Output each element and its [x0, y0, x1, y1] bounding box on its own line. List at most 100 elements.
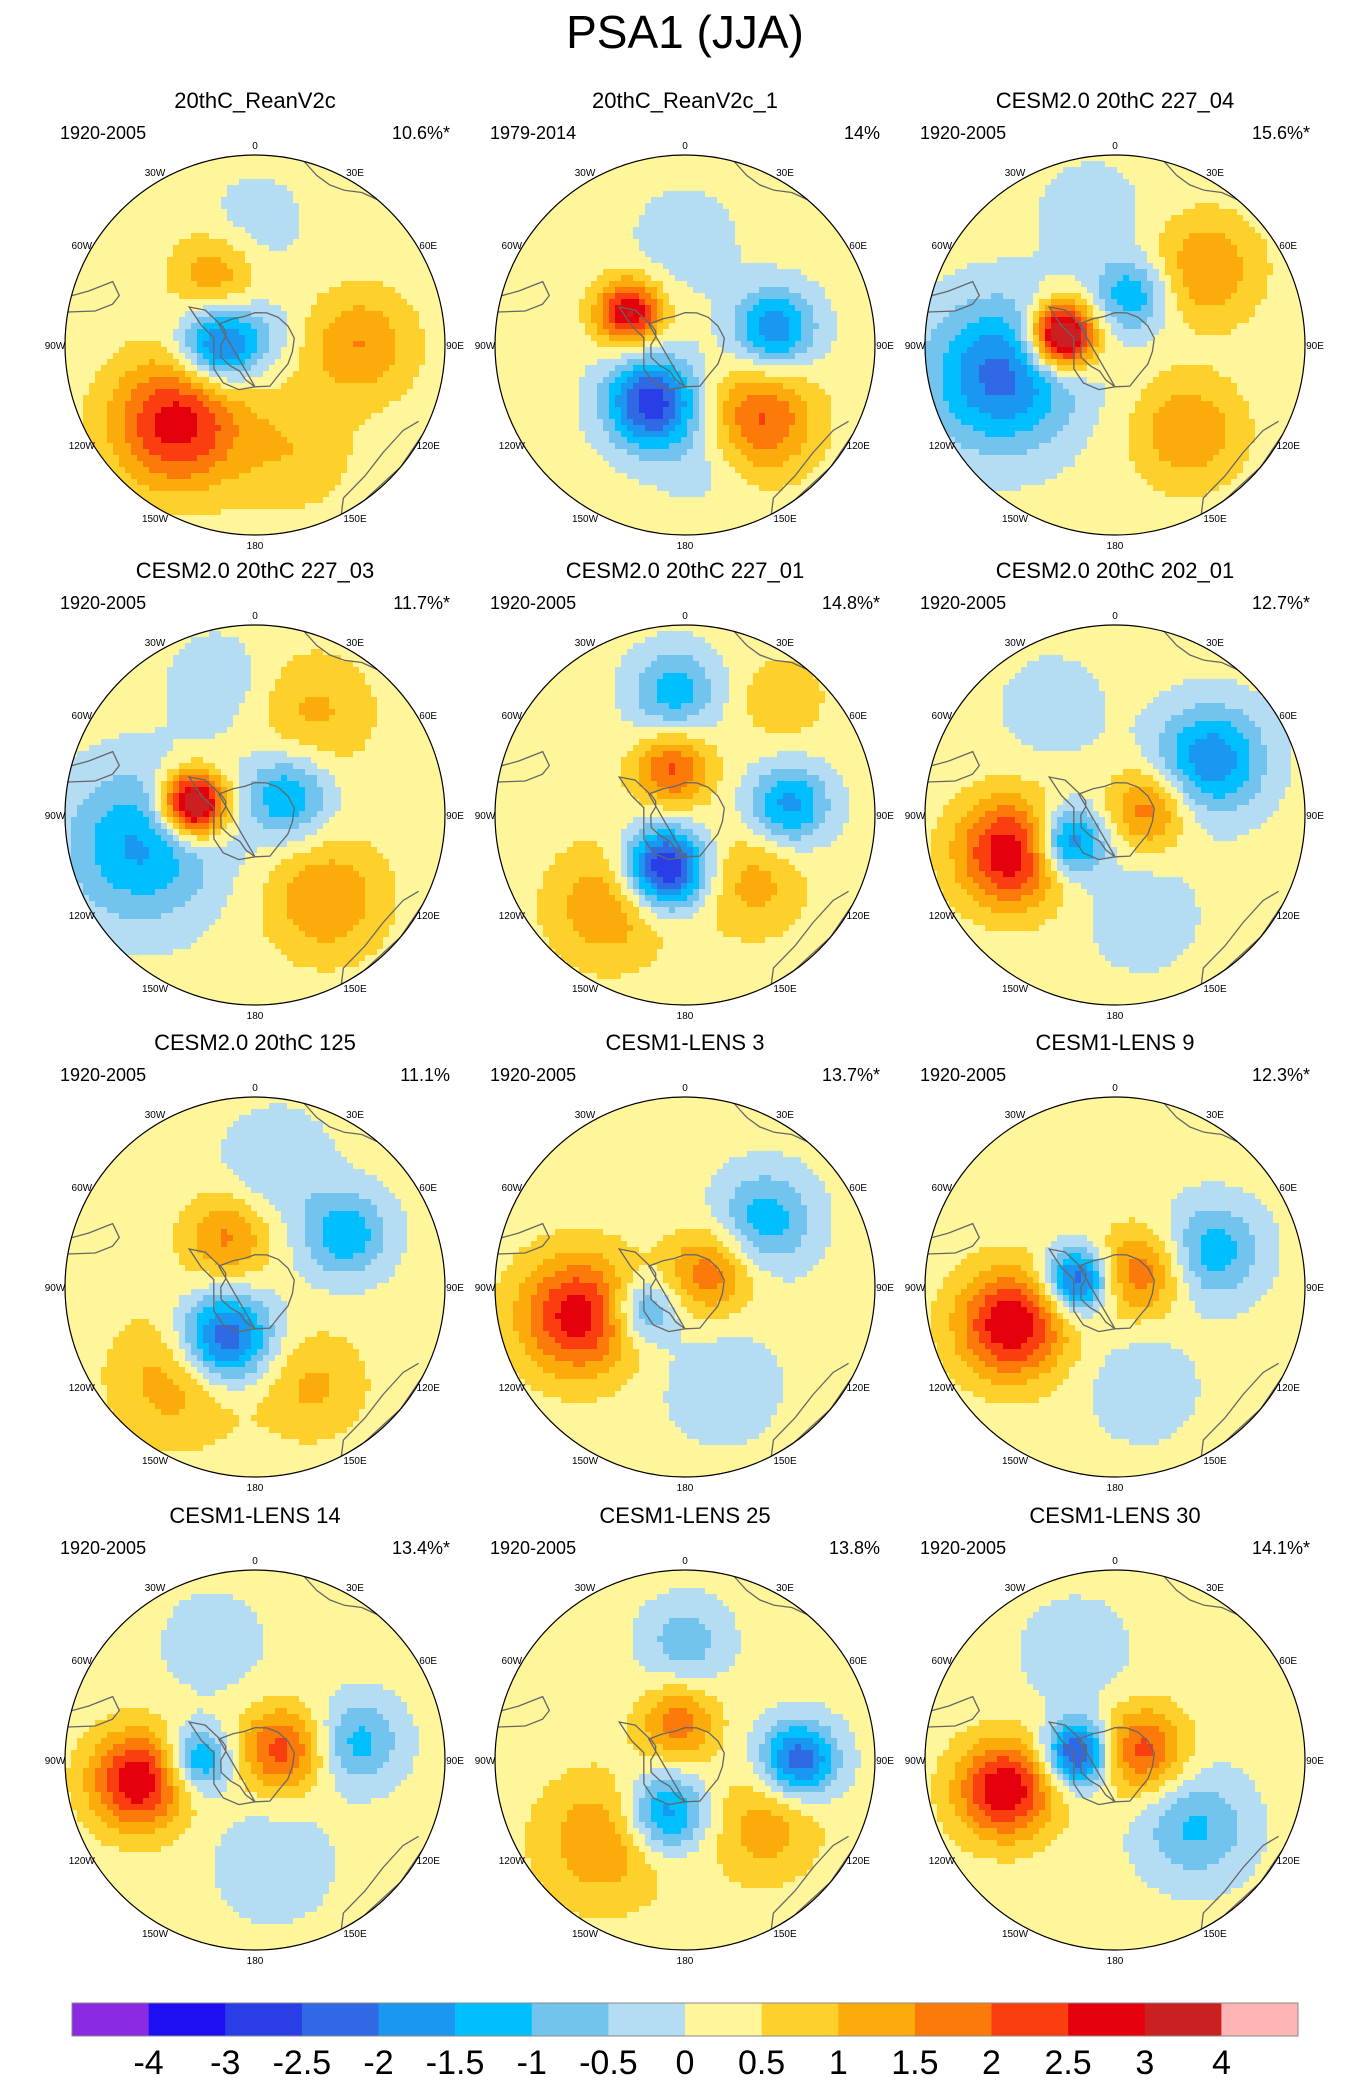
- field-cell: [383, 449, 390, 456]
- field-cell: [107, 233, 114, 240]
- field-cell: [221, 353, 228, 360]
- field-cell: [585, 221, 592, 228]
- field-cell: [837, 287, 844, 294]
- field-cell: [747, 203, 754, 210]
- field-cell: [717, 185, 724, 192]
- field-cell: [597, 317, 604, 324]
- field-cell: [597, 233, 604, 240]
- field-cell: [311, 209, 318, 216]
- field-cell: [83, 395, 90, 402]
- field-cell: [161, 479, 168, 486]
- field-cell: [537, 311, 544, 318]
- field-cell: [329, 461, 336, 468]
- field-cell: [107, 275, 114, 282]
- field-cell: [305, 245, 312, 252]
- field-cell: [287, 479, 294, 486]
- field-cell: [245, 239, 252, 246]
- field-cell: [867, 305, 874, 312]
- field-cell: [407, 329, 414, 336]
- field-cell: [311, 503, 318, 510]
- field-cell: [341, 407, 348, 414]
- field-cell: [239, 425, 246, 432]
- field-cell: [203, 407, 210, 414]
- field-cell: [299, 317, 306, 324]
- field-cell: [245, 245, 252, 252]
- field-cell: [161, 179, 168, 186]
- field-cell: [419, 353, 426, 360]
- field-cell: [831, 299, 838, 306]
- field-cell: [251, 251, 258, 258]
- field-cell: [227, 485, 234, 492]
- field-cell: [119, 215, 126, 222]
- field-cell: [365, 281, 372, 288]
- longitude-label: 30W: [145, 168, 166, 179]
- field-cell: [293, 275, 300, 282]
- field-cell: [789, 191, 796, 198]
- field-cell: [227, 389, 234, 396]
- field-cell: [161, 437, 168, 444]
- field-cell: [239, 479, 246, 486]
- field-cell: [197, 257, 204, 264]
- field-cell: [263, 167, 270, 174]
- field-cell: [155, 191, 162, 198]
- field-cell: [275, 173, 282, 180]
- field-cell: [621, 233, 628, 240]
- field-cell: [251, 281, 258, 288]
- field-cell: [209, 479, 216, 486]
- field-cell: [831, 317, 838, 324]
- field-cell: [389, 221, 396, 228]
- field-cell: [191, 167, 198, 174]
- field-cell: [239, 215, 246, 222]
- field-cell: [203, 293, 210, 300]
- field-cell: [179, 377, 186, 384]
- field-cell: [239, 353, 246, 360]
- field-cell: [507, 299, 514, 306]
- field-cell: [579, 197, 586, 204]
- field-cell: [567, 293, 574, 300]
- field-cell: [645, 227, 652, 234]
- field-cell: [675, 179, 682, 186]
- field-cell: [675, 245, 682, 252]
- field-cell: [807, 191, 814, 198]
- field-cell: [645, 161, 652, 168]
- field-cell: [125, 263, 132, 270]
- field-cell: [89, 293, 96, 300]
- field-cell: [119, 227, 126, 234]
- field-cell: [627, 203, 634, 210]
- field-cell: [311, 509, 318, 516]
- field-cell: [735, 179, 742, 186]
- field-cell: [663, 305, 670, 312]
- field-cell: [161, 407, 168, 414]
- field-cell: [651, 179, 658, 186]
- field-cell: [281, 335, 288, 342]
- field-cell: [603, 293, 610, 300]
- field-cell: [681, 305, 688, 312]
- field-cell: [233, 461, 240, 468]
- field-cell: [395, 383, 402, 390]
- field-cell: [759, 209, 766, 216]
- field-cell: [323, 383, 330, 390]
- field-cell: [615, 311, 622, 318]
- field-cell: [269, 431, 276, 438]
- field-cell: [621, 209, 628, 216]
- field-cell: [119, 257, 126, 264]
- field-cell: [573, 227, 580, 234]
- field-cell: [365, 227, 372, 234]
- field-cell: [221, 533, 228, 535]
- field-cell: [819, 281, 826, 288]
- field-cell: [389, 311, 396, 318]
- field-cell: [251, 347, 258, 354]
- field-cell: [95, 437, 102, 444]
- field-cell: [131, 419, 138, 426]
- field-cell: [227, 407, 234, 414]
- field-cell: [383, 347, 390, 354]
- field-cell: [633, 209, 640, 216]
- field-cell: [519, 335, 526, 342]
- field-cell: [299, 443, 306, 450]
- field-cell: [663, 203, 670, 210]
- field-cell: [359, 197, 366, 204]
- field-cell: [579, 305, 586, 312]
- field-cell: [341, 287, 348, 294]
- field-cell: [203, 395, 210, 402]
- field-cell: [687, 263, 694, 270]
